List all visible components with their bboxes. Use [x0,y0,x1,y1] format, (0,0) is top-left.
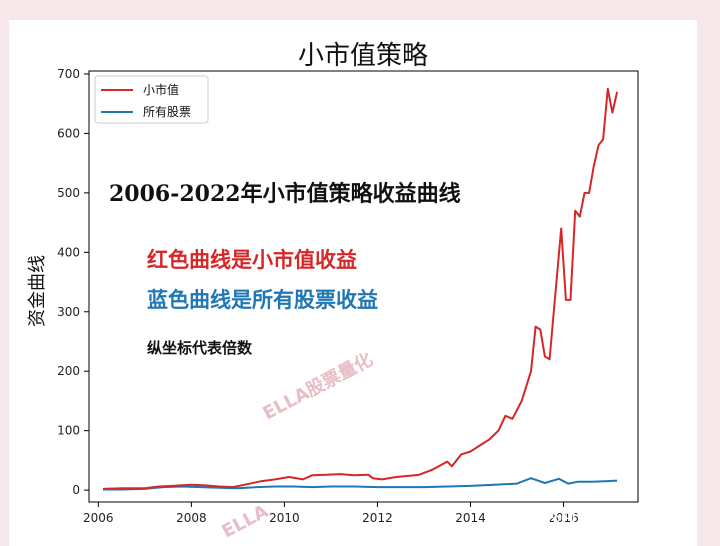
y-tick-label: 0 [72,483,80,497]
legend: 小市值 所有股票 [94,75,209,124]
line-chart: 小市值策略 资金曲线 2006 2008 2010 2012 2014 2016 0 100… [27,41,670,543]
plot-area-frame [88,70,639,503]
annotation-main: 2006-2022年小市值策略收益曲线 [109,181,461,207]
x-tick-label: 2014 [455,511,486,525]
y-tick-label: 300 [57,305,80,319]
watermark-bottom: ELLA [218,501,271,543]
x-tick-label: 2010 [269,511,300,525]
x-tick-label: 2016 [548,511,579,525]
y-tick-label: 700 [57,67,80,81]
chart-title: 小市值策略 [298,41,428,71]
x-tick-label: 2012 [362,511,393,525]
series-layer [102,87,619,491]
y-tick-label: 100 [57,424,80,438]
x-tick-label: 2008 [176,511,207,525]
annotation-red-curve: 红色曲线是小市值收益 [147,247,357,272]
y-axis-label: 资金曲线 [27,255,48,327]
y-tick-label: 400 [57,245,80,259]
annotation-blue-curve: 蓝色曲线是所有股票收益 [147,287,378,312]
series-line-small-cap [102,87,619,490]
annotation-y-meaning: 纵坐标代表倍数 [147,339,253,357]
legend-label-all-stocks: 所有股票 [143,105,191,119]
series-line-all-stocks [103,477,618,491]
x-tick-label: 2006 [83,511,114,525]
y-axis: 0 100 200 300 400 500 600 700 [57,67,89,497]
watermark-center: ELLA股票量化 [259,348,376,424]
y-tick-label: 600 [57,126,80,140]
chart-frame: 小市值策略 资金曲线 2006 2008 2010 2012 2014 2016 0 100… [9,20,697,546]
watermark-credit: 知乎 @ELLA股票量化 [504,510,670,530]
legend-label-small-cap: 小市值 [143,82,179,97]
x-axis: 2006 2008 2010 2012 2014 2016 [83,502,579,525]
y-tick-label: 200 [57,364,80,378]
y-tick-label: 500 [57,186,80,200]
